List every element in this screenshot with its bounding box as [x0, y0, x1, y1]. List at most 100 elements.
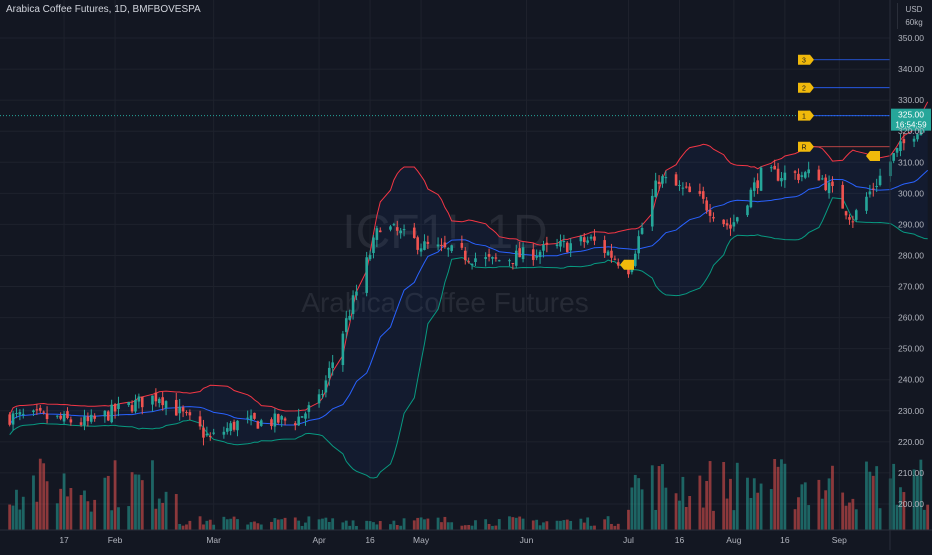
volume-bar — [89, 511, 93, 530]
volume-bar — [164, 491, 168, 530]
volume-bar — [355, 525, 358, 530]
y-tick-label: 290.00 — [898, 219, 924, 229]
chart-symbol-title[interactable]: Arabica Coffee Futures, 1D, BMFBOVESPA — [6, 4, 201, 15]
volume-bar — [800, 484, 804, 530]
y-tick-label: 250.00 — [898, 344, 924, 354]
volume-bar — [185, 524, 188, 530]
volume-bar — [249, 522, 253, 530]
volume-bar — [134, 474, 137, 530]
x-tick-label: Jun — [520, 535, 534, 545]
candle-body — [42, 411, 45, 413]
candle-body — [780, 177, 783, 182]
candle-body — [593, 236, 596, 241]
candle-body — [800, 175, 804, 177]
volume-bar — [467, 525, 471, 530]
y-tick-label: 350.00 — [898, 33, 924, 43]
volume-bar — [470, 525, 474, 530]
candle-body — [701, 191, 705, 199]
candle-body — [113, 404, 117, 412]
candle-body — [344, 318, 348, 333]
volume-bar — [416, 517, 420, 530]
candle-body — [79, 422, 83, 425]
volume-bar — [18, 509, 22, 530]
candle-body — [423, 241, 426, 250]
candle-body — [154, 392, 158, 402]
candle-body — [589, 236, 593, 239]
candle-body — [820, 178, 824, 180]
volume-bar — [902, 492, 906, 530]
candle-body — [793, 171, 797, 173]
candle-body — [844, 211, 848, 216]
alert-flag — [798, 141, 814, 152]
candle-body — [202, 427, 205, 438]
volume-bar — [616, 523, 620, 530]
volume-bar — [463, 525, 467, 530]
candle-body — [395, 227, 399, 231]
candle-body — [140, 396, 144, 408]
candle-body — [807, 169, 810, 174]
volume-bar — [613, 525, 617, 530]
volume-bar — [817, 479, 821, 530]
candle-body — [633, 253, 637, 266]
y-tick-label: 310.00 — [898, 157, 924, 167]
volume-bar — [32, 475, 35, 530]
volume-bar — [630, 487, 634, 530]
volume-bar — [538, 525, 542, 530]
candle-body — [378, 230, 382, 233]
volume-bar — [664, 487, 668, 530]
volume-bar — [66, 496, 69, 530]
candle-body — [181, 407, 185, 412]
alert-flag-right — [866, 151, 880, 162]
alert-flag — [798, 110, 814, 121]
volume-bar — [725, 498, 729, 530]
volume-bar — [820, 498, 824, 530]
price-scale-unit[interactable]: USD 60kg — [897, 3, 930, 29]
volume-bar — [562, 520, 566, 530]
volume-bar — [569, 520, 573, 530]
candle-body — [246, 417, 249, 419]
candle-body — [654, 180, 657, 198]
alert-label: 1 — [802, 114, 806, 121]
candle-body — [783, 172, 787, 181]
candle-body — [497, 260, 501, 262]
y-tick-label: 240.00 — [898, 375, 924, 385]
candle-body — [460, 242, 464, 248]
candle-body — [491, 256, 494, 259]
candle-body — [283, 418, 287, 421]
volume-bar — [321, 518, 324, 530]
volume-bar — [640, 489, 644, 530]
alert-label: 2 — [802, 86, 806, 93]
candle-body — [650, 195, 654, 227]
candle-body — [514, 250, 518, 266]
candle-body — [174, 399, 178, 416]
volume-bar — [11, 505, 15, 530]
volume-bar — [746, 477, 749, 530]
volume-bar — [375, 524, 379, 530]
candle-body — [66, 411, 69, 419]
volume-bar — [273, 518, 277, 530]
volume-bar — [137, 474, 141, 530]
last-price-value: 325.00 — [898, 110, 924, 120]
volume-bar — [722, 462, 726, 530]
candle-body — [32, 410, 35, 413]
candle-body — [375, 228, 379, 240]
x-tick-label: Feb — [108, 535, 123, 545]
candle-body — [304, 413, 307, 419]
volume-bar — [259, 524, 263, 530]
candle-body — [450, 245, 453, 251]
candle-body — [327, 367, 331, 379]
candles[interactable] — [8, 115, 929, 446]
candle-body — [725, 223, 729, 226]
candle-body — [8, 414, 11, 425]
candle-body — [871, 188, 875, 190]
volume-bar — [440, 522, 443, 530]
alert-label: R — [801, 145, 806, 152]
candle-body — [419, 248, 423, 252]
volume-bar — [419, 517, 423, 530]
volume-bar — [474, 520, 477, 530]
volume-bar — [324, 517, 328, 530]
candle-body — [232, 421, 236, 430]
